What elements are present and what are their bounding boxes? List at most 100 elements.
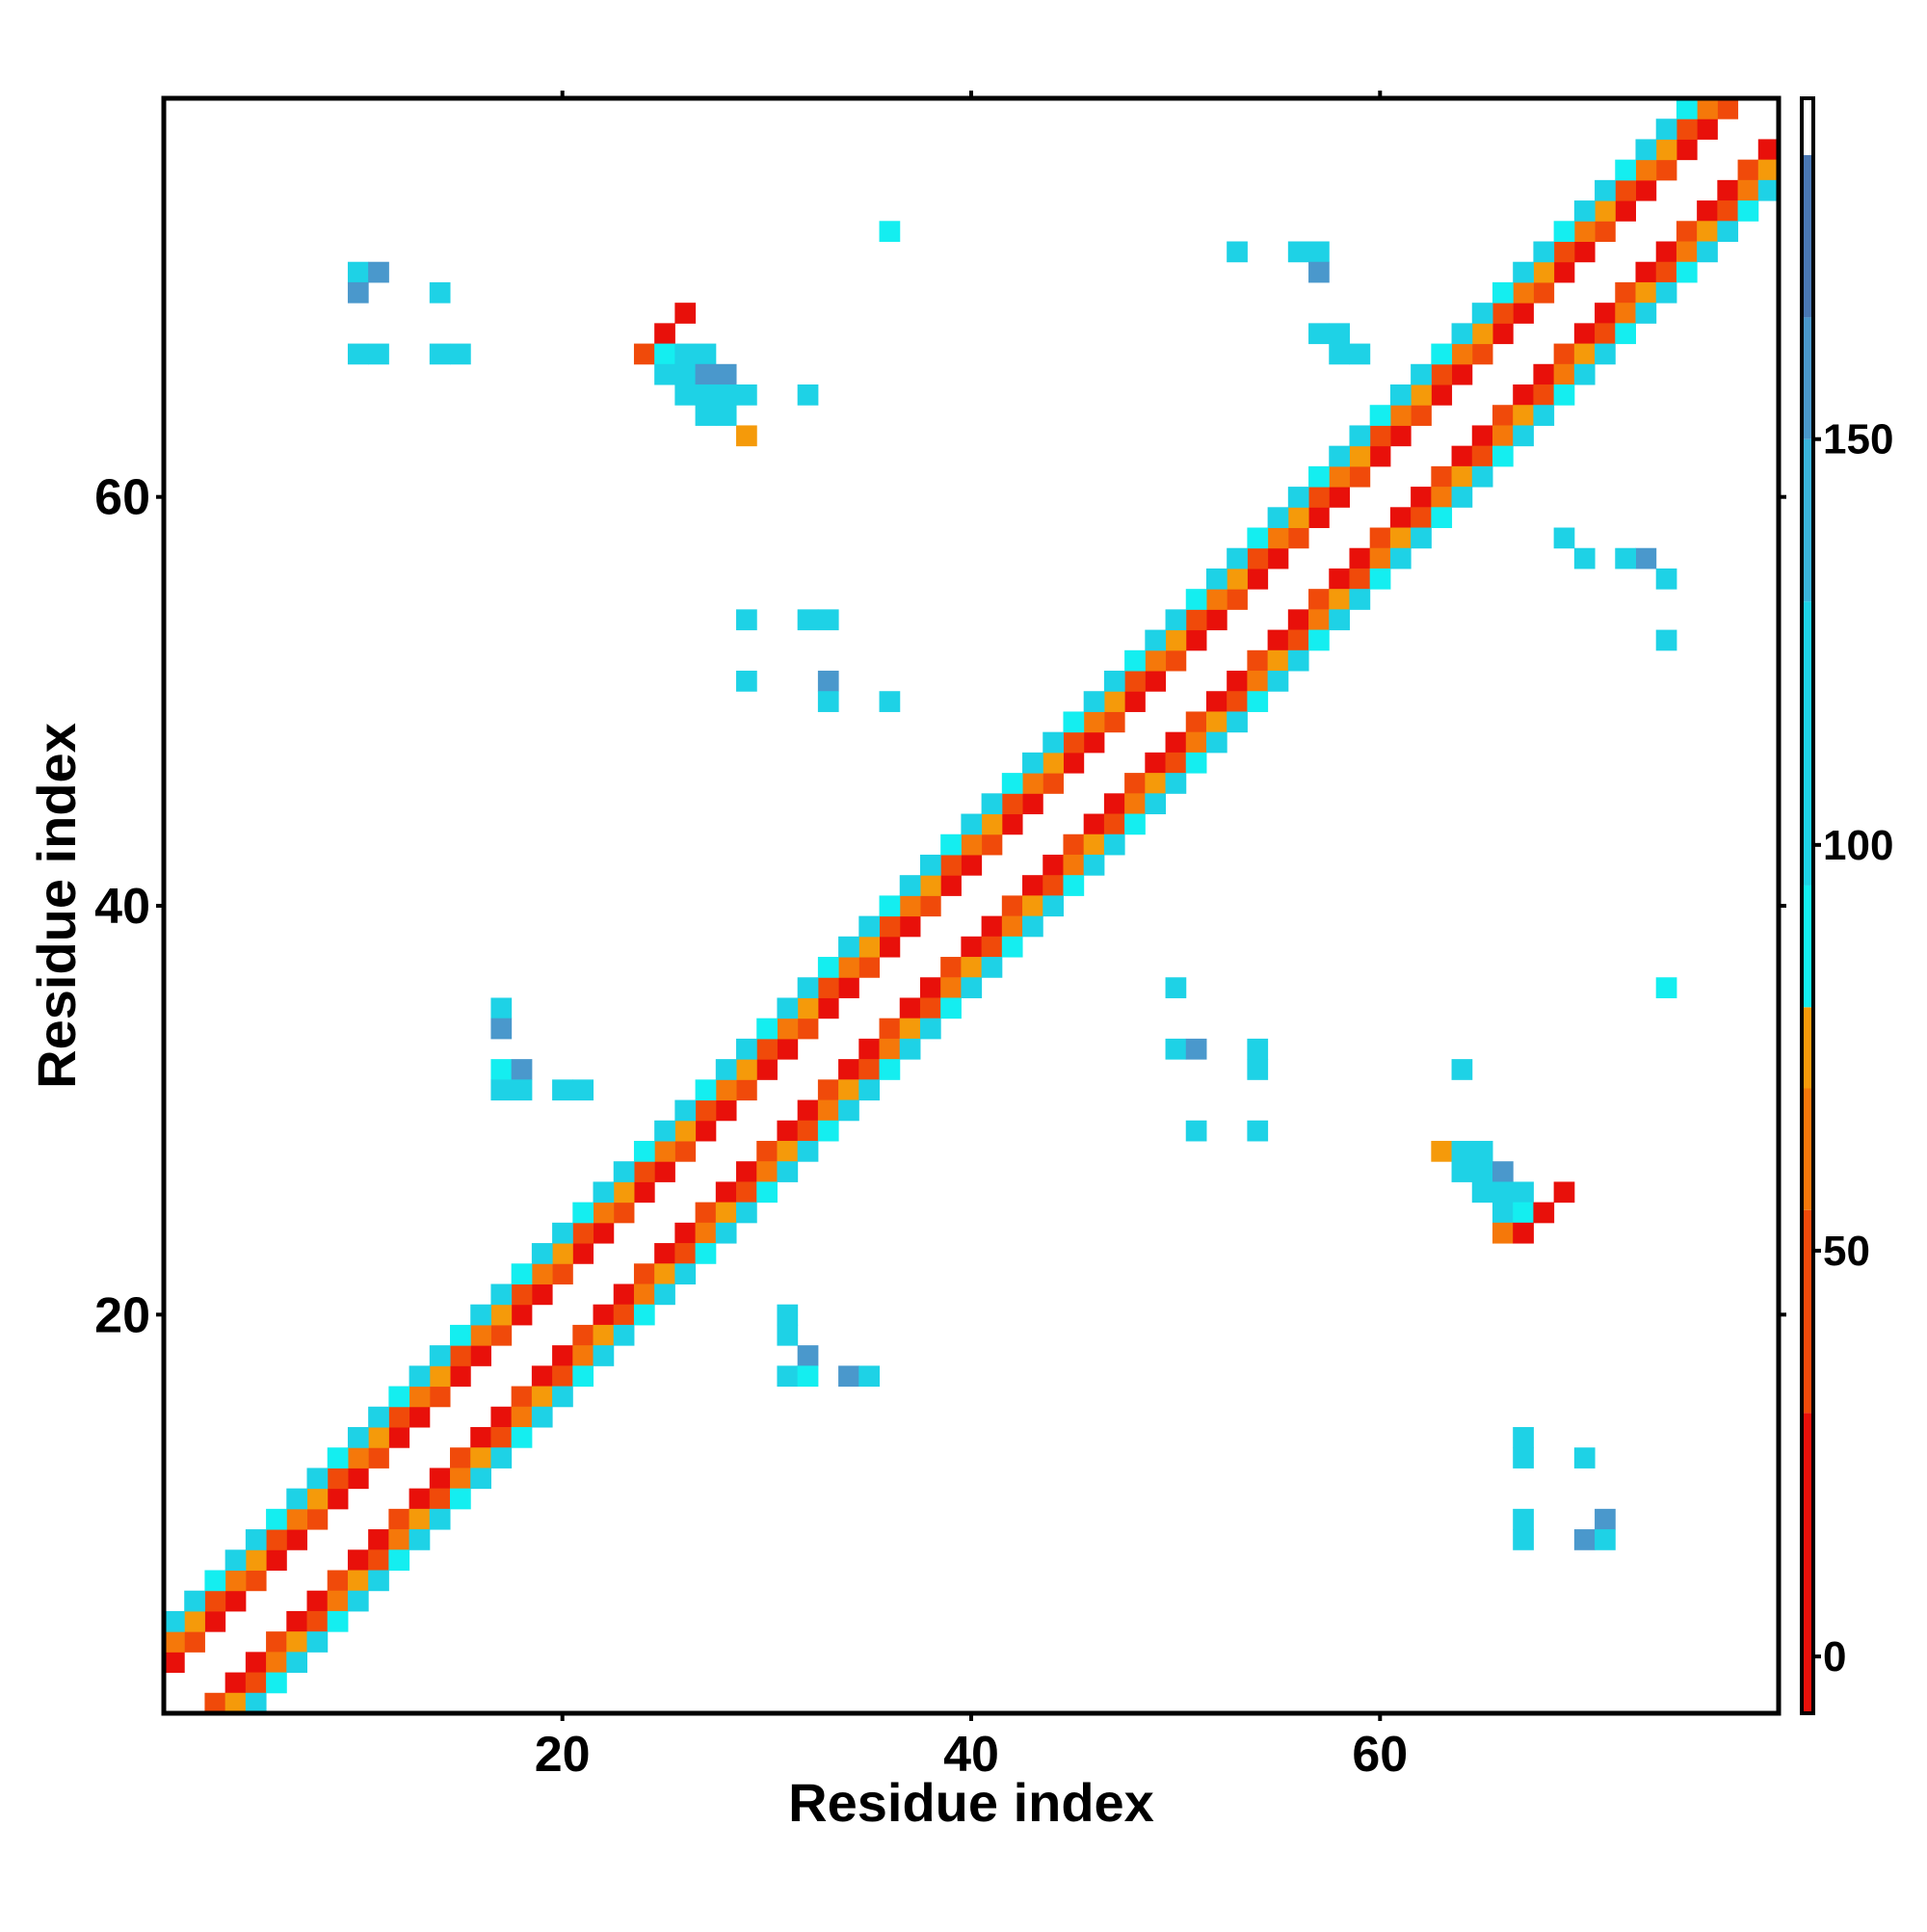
heatmap-cell xyxy=(674,343,697,365)
heatmap-cell xyxy=(1145,629,1167,651)
heatmap-cell xyxy=(286,1529,308,1550)
heatmap-cell xyxy=(654,343,675,365)
heatmap-cell xyxy=(511,1059,533,1080)
heatmap-cell xyxy=(490,1324,513,1346)
heatmap-cell xyxy=(1655,159,1677,181)
heatmap-cell xyxy=(817,691,839,712)
heatmap-cell xyxy=(1287,629,1309,651)
colorbar-segment xyxy=(1802,1413,1813,1713)
heatmap-cell xyxy=(858,915,881,938)
heatmap-cell xyxy=(224,1549,247,1571)
heatmap-cell xyxy=(674,1140,697,1162)
heatmap-cell xyxy=(1431,384,1453,406)
plot-frame xyxy=(161,95,1782,1716)
heatmap-cell xyxy=(347,1426,369,1448)
heatmap-cell xyxy=(1717,98,1739,119)
heatmap-cell xyxy=(1247,1120,1269,1142)
heatmap-cell xyxy=(919,1018,941,1040)
heatmap-cell xyxy=(1205,589,1227,610)
heatmap-cell xyxy=(1205,691,1227,712)
heatmap-cell xyxy=(633,1304,655,1326)
heatmap-cell xyxy=(327,1590,349,1612)
heatmap-cell xyxy=(572,1222,594,1244)
x-tick-label: 60 xyxy=(1352,1727,1408,1783)
heatmap-cell xyxy=(1451,363,1473,385)
heatmap-cell xyxy=(879,691,901,712)
heatmap-cell xyxy=(450,1324,471,1346)
heatmap-cell xyxy=(1655,261,1677,283)
heatmap-cell xyxy=(1227,547,1248,569)
heatmap-cell xyxy=(961,977,983,998)
heatmap-cell xyxy=(1043,731,1064,754)
heatmap-cell xyxy=(1124,649,1146,672)
heatmap-cell xyxy=(1595,343,1616,365)
heatmap-cell xyxy=(940,957,962,978)
heatmap-cell xyxy=(490,1018,513,1040)
heatmap-cell xyxy=(674,384,697,406)
x-tick-label: 20 xyxy=(535,1727,591,1783)
heatmap-cell xyxy=(1287,487,1309,508)
heatmap-cell xyxy=(1533,384,1555,406)
heatmap-cell xyxy=(490,1079,513,1101)
heatmap-cell xyxy=(1491,405,1514,426)
heatmap-cell xyxy=(961,834,983,856)
heatmap-cell xyxy=(1513,425,1534,447)
y-axis-label: Residue index xyxy=(26,723,87,1089)
heatmap-cell xyxy=(1717,179,1739,201)
heatmap-cell xyxy=(1553,384,1575,406)
heatmap-cell xyxy=(858,1079,881,1101)
heatmap-cell xyxy=(1757,139,1780,161)
heatmap-cell xyxy=(981,936,1003,958)
heatmap-cell xyxy=(1533,1202,1555,1224)
heatmap-cell xyxy=(266,1652,287,1674)
heatmap-cell xyxy=(1553,1181,1575,1204)
heatmap-cell xyxy=(858,1038,881,1060)
heatmap-cell xyxy=(511,1426,533,1448)
heatmap-cell xyxy=(184,1610,205,1632)
heatmap-cell xyxy=(715,384,737,406)
heatmap-cell xyxy=(409,1508,431,1530)
colorbar-segment xyxy=(1802,98,1813,155)
heatmap-cell xyxy=(327,1570,349,1592)
heatmap-cell xyxy=(1247,527,1269,549)
heatmap-cell xyxy=(1451,343,1473,365)
heatmap-cell xyxy=(470,1426,491,1448)
heatmap-cell xyxy=(715,1222,737,1244)
heatmap-cell xyxy=(286,1631,308,1653)
heatmap-cell xyxy=(1615,303,1636,324)
heatmap-cell xyxy=(1533,281,1555,304)
heatmap-cell xyxy=(1491,425,1514,447)
heatmap-cell xyxy=(715,1181,737,1204)
heatmap-cell xyxy=(470,1324,491,1346)
heatmap-cell xyxy=(695,343,717,365)
heatmap-cell xyxy=(1431,343,1453,365)
heatmap-cell xyxy=(613,1284,635,1306)
heatmap-cell xyxy=(899,875,921,896)
heatmap-cell xyxy=(715,1059,737,1080)
heatmap-cell xyxy=(1083,854,1105,876)
heatmap-cell xyxy=(1513,1202,1534,1224)
heatmap-cell xyxy=(1083,834,1105,856)
colorbar-segment xyxy=(1802,885,1813,1008)
heatmap-cell xyxy=(756,1018,778,1040)
heatmap-cell xyxy=(1205,711,1227,733)
heatmap-cell xyxy=(797,1099,819,1122)
heatmap-cell xyxy=(429,1468,451,1490)
heatmap-cell xyxy=(511,1263,533,1284)
heatmap-cell xyxy=(1573,200,1596,222)
heatmap-cell xyxy=(204,1692,226,1714)
heatmap-cell xyxy=(1553,261,1575,283)
heatmap-cell xyxy=(797,1140,819,1162)
heatmap-cell xyxy=(1595,179,1616,201)
heatmap-cell xyxy=(224,1692,247,1714)
heatmap-cell xyxy=(1145,793,1167,815)
heatmap-cell xyxy=(1165,752,1187,774)
heatmap-cell xyxy=(470,1304,491,1326)
heatmap-cell xyxy=(347,1570,369,1592)
heatmap-cell xyxy=(1308,507,1330,529)
heatmap-cell xyxy=(1063,854,1085,876)
heatmap-cell xyxy=(695,1079,717,1101)
heatmap-cell xyxy=(388,1406,410,1428)
heatmap-cell xyxy=(1737,200,1759,222)
heatmap-cell xyxy=(204,1610,226,1632)
